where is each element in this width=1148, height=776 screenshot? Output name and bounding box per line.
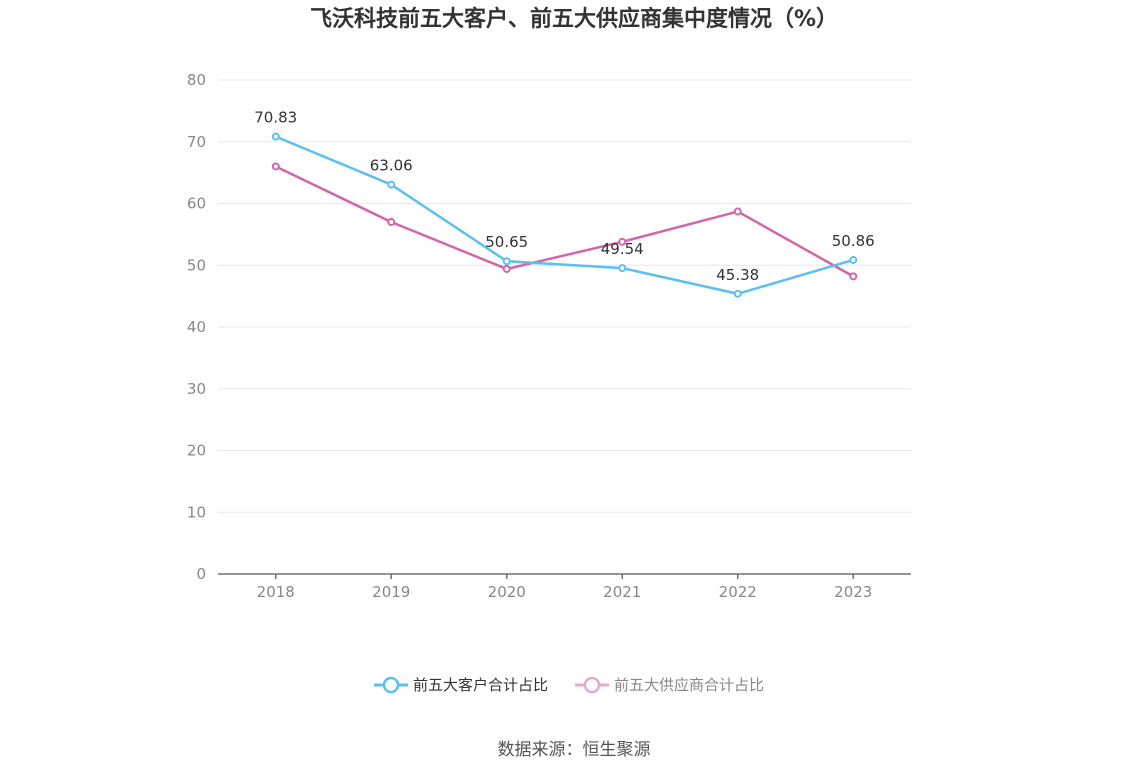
data-label: 50.65 [485,233,528,251]
x-tick-label: 2019 [372,583,410,601]
data-label: 70.83 [254,109,297,127]
legend-label: 前五大供应商合计占比 [614,676,764,694]
legend-item-1[interactable]: 前五大供应商合计占比 [575,676,764,694]
series [271,132,858,298]
data-point-1[interactable] [733,207,742,216]
legend[interactable]: 前五大客户合计占比 前五大供应商合计占比 [374,676,764,694]
data-label: 63.06 [370,157,413,175]
data-label: 50.86 [832,232,875,250]
y-tick-label: 80 [187,71,206,89]
chart-title: 飞沃科技前五大客户、前五大供应商集中度情况（%） [310,6,838,32]
y-tick-label: 60 [187,195,206,213]
data-label: 49.54 [601,240,644,258]
legend-circle-icon [583,676,601,694]
y-tick-label: 70 [187,133,206,151]
data-point-0[interactable] [387,180,396,189]
data-point-1[interactable] [618,237,627,246]
y-tick-label: 50 [187,256,206,274]
series-line-1 [275,165,854,278]
x-tick-label: 2022 [719,583,757,601]
data-point-0[interactable] [849,255,858,264]
legend-item-0[interactable]: 前五大客户合计占比 [374,676,548,694]
data-point-0[interactable] [618,264,627,273]
data-point-1[interactable] [387,218,396,227]
grid [218,79,911,513]
data-point-0[interactable] [271,132,280,141]
data-point-1[interactable] [271,162,280,171]
y-tick-label: 10 [187,503,206,521]
source-note: 数据来源：恒生聚源 [498,740,651,760]
legend-circle-icon [382,676,400,694]
axes: 0 10 20 30 40 50 60 70 80 2018 2019 2020 2021 2022 202… [187,71,911,601]
legend-label: 前五大客户合计占比 [413,676,548,694]
y-tick-label: 40 [187,318,206,336]
data-label: 45.38 [716,266,759,284]
data-point-0[interactable] [733,289,742,298]
data-point-1[interactable] [502,264,511,273]
x-tick-label: 2023 [834,583,872,601]
y-tick-label: 30 [187,380,206,398]
x-tick-label: 2020 [488,583,526,601]
x-tick-label: 2021 [603,583,641,601]
y-tick-label: 20 [187,442,206,460]
data-labels: 70.83 63.06 50.65 49.54 45.38 50.86 [254,109,874,284]
data-point-1[interactable] [849,272,858,281]
x-tick-label: 2018 [257,583,295,601]
series-line-0 [275,135,854,296]
data-point-0[interactable] [502,257,511,266]
y-tick-label: 0 [196,565,206,583]
